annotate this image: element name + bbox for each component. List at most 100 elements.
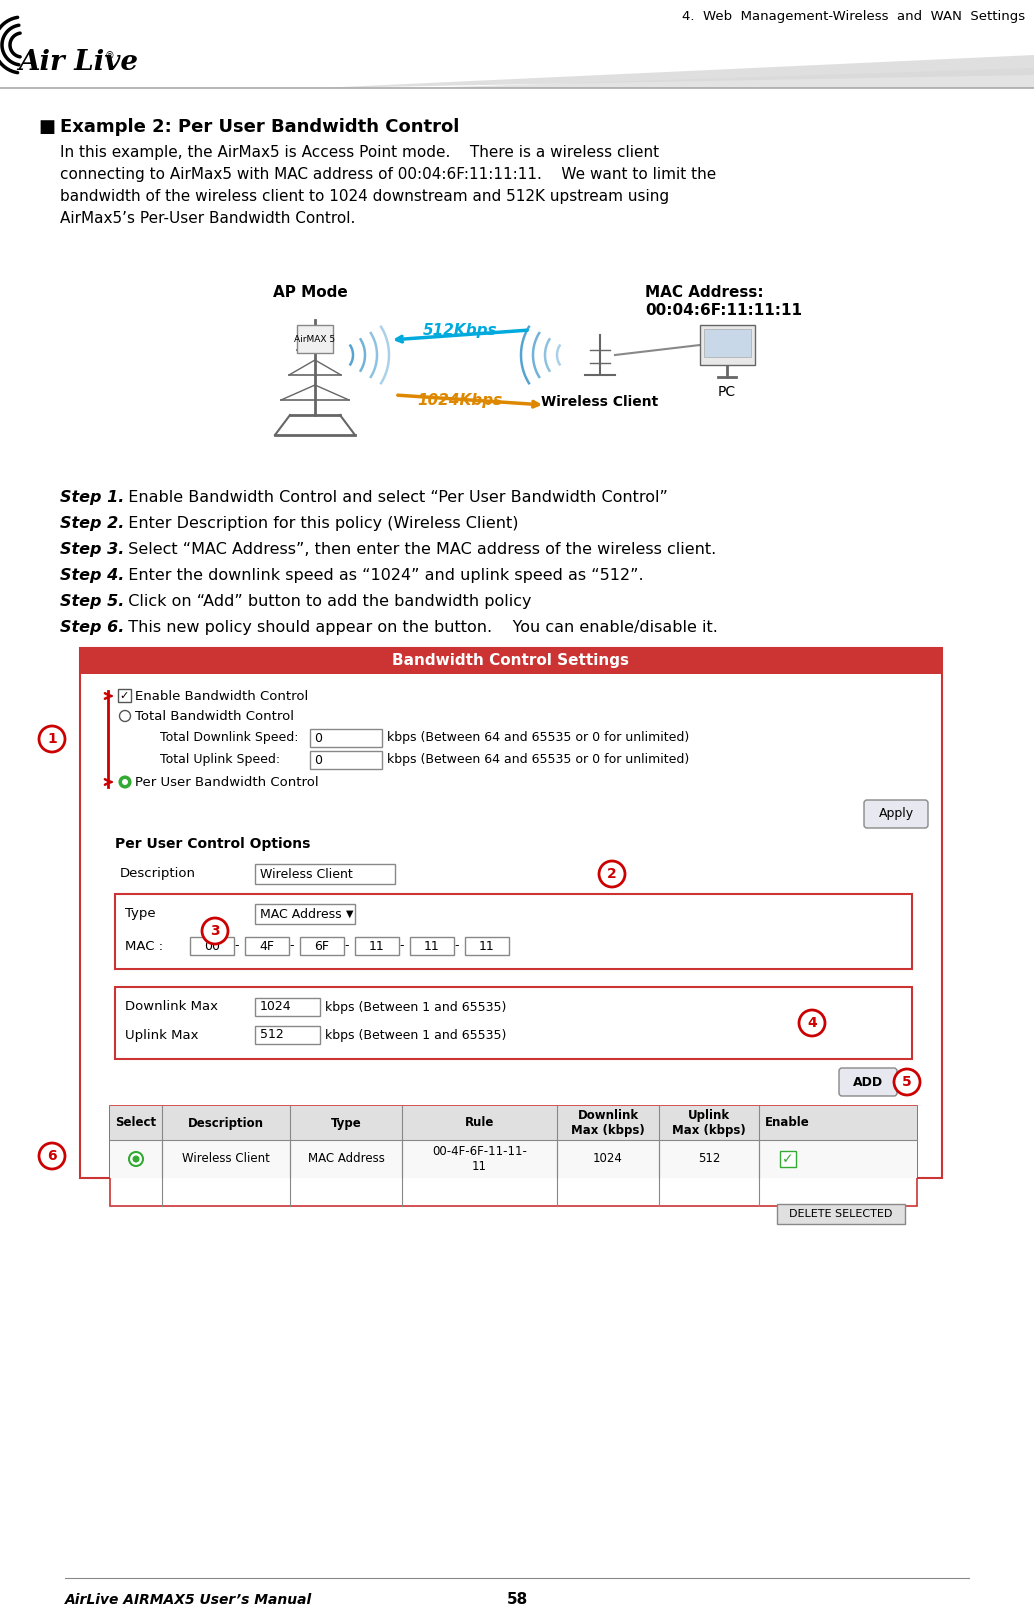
Text: 6F: 6F [314,940,330,953]
Text: 3: 3 [210,924,220,939]
Text: Wireless Client: Wireless Client [182,1153,270,1165]
Text: 00: 00 [204,940,220,953]
Text: -: - [455,940,459,953]
Bar [300,937,344,955]
Bar [115,987,912,1059]
Circle shape [39,726,65,752]
Text: This new policy should appear on the button.    You can enable/disable it.: This new policy should appear on the but… [118,619,718,635]
Bar [780,1151,795,1167]
Text: kbps (Between 1 and 65535): kbps (Between 1 and 65535) [325,1028,507,1042]
Text: Type: Type [125,908,156,921]
Text: connecting to AirMax5 with MAC address of 00:04:6F:11:11:11.    We want to limit: connecting to AirMax5 with MAC address o… [60,167,717,182]
Circle shape [599,861,625,887]
Text: Description: Description [120,867,196,880]
Bar [704,329,751,357]
Text: Enable Bandwidth Control and select “Per User Bandwidth Control”: Enable Bandwidth Control and select “Per… [118,490,668,506]
Text: MAC Address:: MAC Address: [645,285,764,300]
Text: 0: 0 [314,731,322,744]
Text: 1024Kbps: 1024Kbps [418,392,503,408]
Text: AirLive AIRMAX5 User’s Manual: AirLive AIRMAX5 User’s Manual [65,1593,312,1606]
Text: 1024: 1024 [594,1153,622,1165]
Polygon shape [320,55,1034,88]
Bar [110,1140,917,1178]
Bar [110,1106,917,1140]
Text: 11: 11 [424,940,439,953]
Text: 512: 512 [698,1153,721,1165]
Bar [255,864,395,883]
Bar [310,729,382,747]
Text: 58: 58 [507,1592,527,1608]
Bar [115,895,912,969]
Bar [410,937,454,955]
Text: 00-4F-6F-11-11-
11: 00-4F-6F-11-11- 11 [432,1144,527,1174]
Text: Enter Description for this policy (Wireless Client): Enter Description for this policy (Wirel… [118,515,518,532]
Text: Example 2: Per User Bandwidth Control: Example 2: Per User Bandwidth Control [60,118,459,136]
Text: Per User Bandwidth Control: Per User Bandwidth Control [135,775,318,788]
Text: MAC Address: MAC Address [307,1153,385,1165]
Bar [110,1106,917,1206]
FancyBboxPatch shape [864,801,927,828]
Circle shape [202,917,229,943]
Text: Air Live: Air Live [18,49,138,76]
Text: Wireless Client: Wireless Client [542,396,659,408]
Text: Step 1.: Step 1. [60,490,124,506]
Text: Enter the downlink speed as “1024” and uplink speed as “512”.: Enter the downlink speed as “1024” and u… [118,567,643,584]
Bar [700,324,755,365]
Text: Apply: Apply [879,807,914,820]
Circle shape [799,1010,825,1036]
Text: ®: ® [105,50,115,62]
Text: 1024: 1024 [260,1000,292,1013]
Circle shape [122,780,128,785]
Bar [777,1204,905,1224]
Text: Downlink
Max (kbps): Downlink Max (kbps) [571,1109,645,1136]
Text: Uplink
Max (kbps): Uplink Max (kbps) [672,1109,746,1136]
Text: MAC Address: MAC Address [260,908,341,921]
Text: 1: 1 [48,733,57,746]
Text: Select “MAC Address”, then enter the MAC address of the wireless client.: Select “MAC Address”, then enter the MAC… [118,541,717,558]
Text: Type: Type [331,1117,361,1130]
Circle shape [894,1068,920,1096]
Bar [310,751,382,768]
Circle shape [129,1153,143,1165]
Text: 4: 4 [808,1016,817,1029]
Bar [118,689,131,702]
Bar [355,937,399,955]
Text: Wireless Client: Wireless Client [260,867,353,880]
Text: 4F: 4F [260,940,274,953]
Text: In this example, the AirMax5 is Access Point mode.    There is a wireless client: In this example, the AirMax5 is Access P… [60,144,659,160]
Text: 4.  Web  Management-Wireless  and  WAN  Settings: 4. Web Management-Wireless and WAN Setti… [681,10,1025,23]
Text: Step 4.: Step 4. [60,567,124,584]
Bar [80,648,942,1178]
Text: 2: 2 [607,867,617,880]
Text: PC: PC [718,386,736,399]
Text: Total Bandwidth Control: Total Bandwidth Control [135,710,294,723]
Text: 00:04:6F:11:11:11: 00:04:6F:11:11:11 [645,303,802,318]
Bar [255,905,355,924]
Text: Step 3.: Step 3. [60,541,124,558]
Text: ADD: ADD [853,1075,883,1088]
Text: 5: 5 [902,1075,912,1089]
Text: Total Uplink Speed:: Total Uplink Speed: [160,754,280,767]
Circle shape [132,1156,140,1162]
Text: -: - [400,940,404,953]
Text: DELETE SELECTED: DELETE SELECTED [789,1209,892,1219]
Bar [465,937,509,955]
Text: Enable: Enable [765,1117,810,1130]
Polygon shape [420,68,1034,88]
Text: Enable Bandwidth Control: Enable Bandwidth Control [135,689,308,702]
Circle shape [39,1143,65,1169]
Bar [80,648,942,674]
Text: kbps (Between 1 and 65535): kbps (Between 1 and 65535) [325,1000,507,1013]
Text: ✓: ✓ [782,1153,793,1165]
Text: 512: 512 [260,1028,283,1042]
Text: ■: ■ [38,118,55,136]
Text: bandwidth of the wireless client to 1024 downstream and 512K upstream using: bandwidth of the wireless client to 1024… [60,190,669,204]
Bar [245,937,288,955]
Text: AirMax5’s Per-User Bandwidth Control.: AirMax5’s Per-User Bandwidth Control. [60,211,356,225]
Text: 0: 0 [314,754,322,767]
Text: Bandwidth Control Settings: Bandwidth Control Settings [393,653,630,668]
Text: kbps (Between 64 and 65535 or 0 for unlimited): kbps (Between 64 and 65535 or 0 for unli… [387,731,690,744]
Text: Uplink Max: Uplink Max [125,1028,199,1042]
Text: 11: 11 [479,940,495,953]
FancyBboxPatch shape [839,1068,898,1096]
